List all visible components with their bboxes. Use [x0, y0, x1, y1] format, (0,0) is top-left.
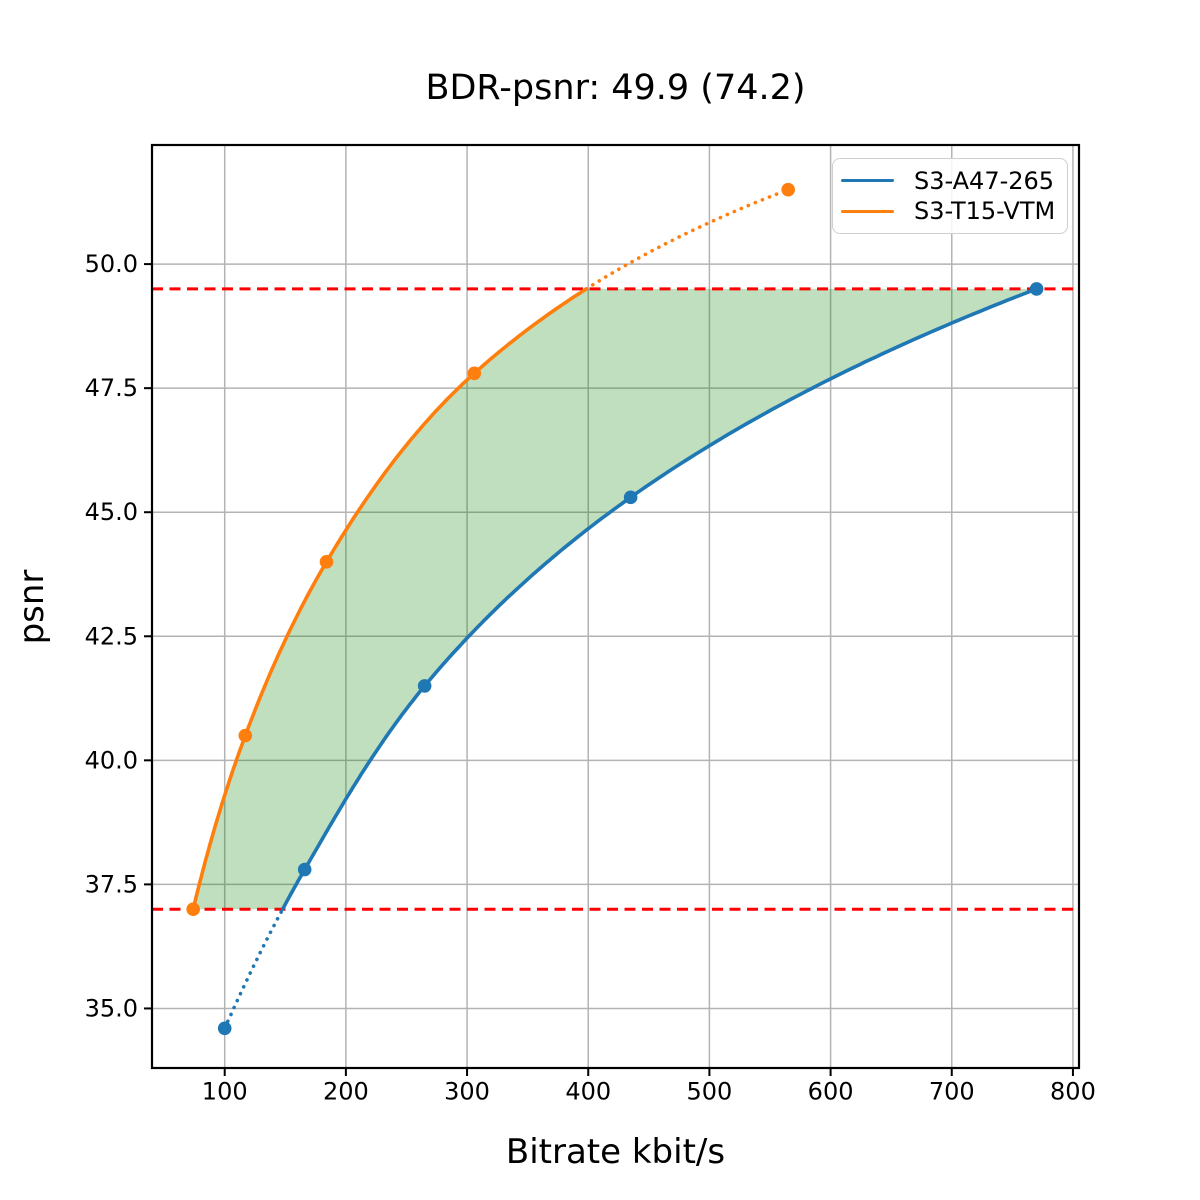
series-curve-s3-a47-265 [280, 287, 1039, 911]
data-point-marker [467, 366, 482, 381]
x-tick-label: 700 [929, 1078, 975, 1106]
legend-label: S3-T15-VTM [914, 197, 1056, 226]
x-tick-label: 800 [1050, 1078, 1096, 1106]
y-tick-label: 50.0 [85, 250, 138, 278]
x-tick-label: 300 [444, 1078, 490, 1106]
series-curve-s3-a47-265 [222, 907, 285, 1031]
y-tick-label: 37.5 [85, 870, 138, 898]
y-axis-label: psnr [12, 569, 52, 645]
x-tick-label: 500 [687, 1078, 733, 1106]
series-curve-s3-t15-vtm [584, 187, 790, 291]
y-tick-label: 42.5 [85, 622, 138, 650]
data-point-marker [781, 182, 795, 197]
x-axis-label: Bitrate kbit/s [505, 1132, 726, 1172]
data-point-marker [238, 728, 253, 743]
x-tick-label: 400 [565, 1078, 611, 1106]
data-point-marker [186, 902, 200, 917]
data-point-marker [1029, 282, 1044, 296]
legend-label: S3-A47-265 [914, 166, 1055, 195]
data-point-marker [623, 490, 638, 505]
y-tick-label: 35.0 [85, 994, 138, 1022]
y-tick-label: 40.0 [85, 746, 138, 774]
data-point-marker [297, 862, 312, 877]
y-tick-label: 47.5 [85, 374, 138, 402]
data-point-marker [417, 679, 432, 693]
x-tick-label: 200 [323, 1078, 369, 1106]
data-point-marker [319, 555, 334, 569]
chart-title: BDR-psnr: 49.9 (74.2) [425, 68, 806, 108]
legend-line-swatch-orange [841, 209, 894, 214]
plot-border [150, 143, 1081, 1070]
legend: S3-A47-265 S3-T15-VTM [832, 158, 1068, 234]
legend-line-swatch-blue [841, 178, 894, 183]
data-point-marker [217, 1021, 232, 1036]
legend-item-s3-t15-vtm: S3-T15-VTM [833, 199, 1067, 223]
y-tick-label: 45.0 [85, 498, 138, 526]
bd-shaded-region [193, 288, 1037, 910]
legend-item-s3-a47-265: S3-A47-265 [833, 169, 1067, 193]
x-tick-label: 100 [202, 1078, 248, 1106]
x-tick-label: 600 [808, 1078, 854, 1106]
